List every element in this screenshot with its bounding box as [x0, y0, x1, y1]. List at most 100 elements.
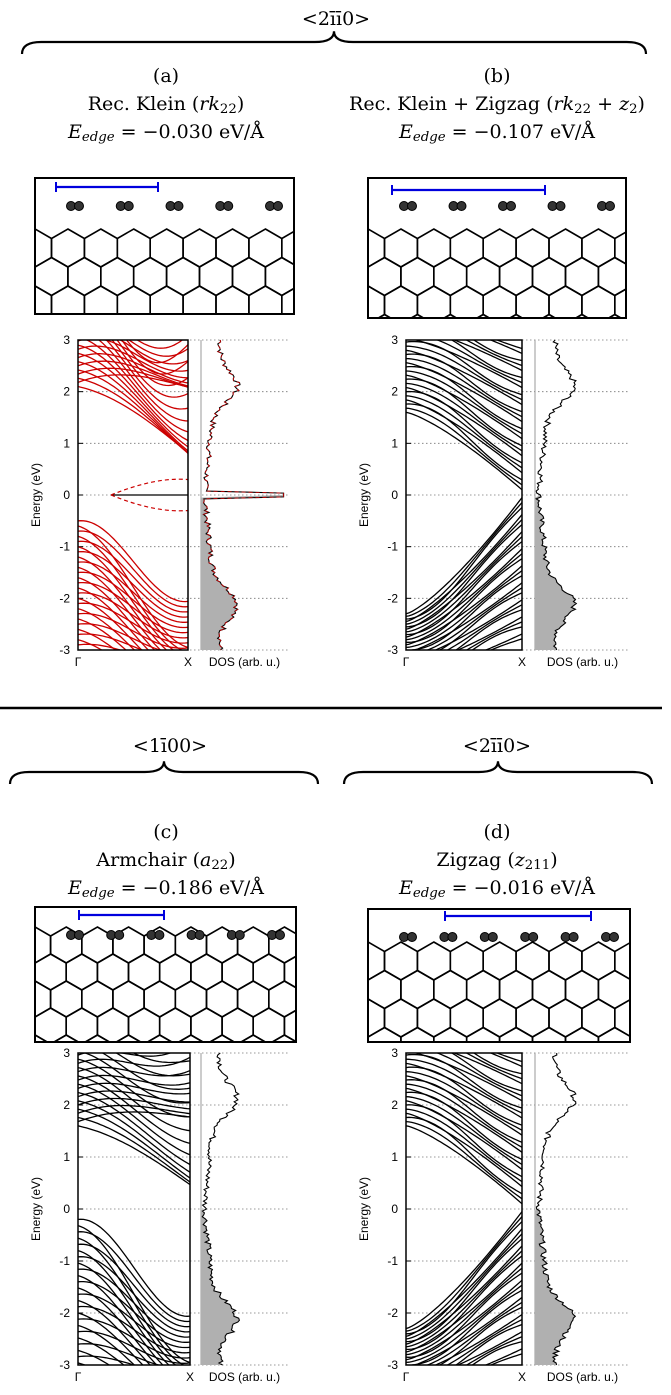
y-tick-label: -2 [387, 591, 398, 605]
band-plot: 3210-1-2-3Energy (eV)Γ X DOS (arb. u.) [357, 1022, 630, 1394]
hexagon [222, 1062, 253, 1098]
band-plot: 3210-1-2-3Energy (eV)Γ X DOS (arb. u.) [29, 270, 288, 709]
y-tick-label: -3 [387, 643, 398, 657]
y-axis-label: Energy (eV) [29, 463, 43, 527]
dos-axis-label: DOS (arb. u.) [209, 655, 280, 669]
panel-d: (d)Zigzag (z211)Eedge = −0.016 eV/Å3210-… [319, 821, 671, 1394]
hexagon [316, 954, 347, 990]
hexagon [347, 1062, 378, 1098]
hexagon [4, 954, 35, 990]
hexagon [0, 927, 19, 963]
band-plot: 3210-1-2-3Energy (eV)Γ X DOS (arb. u.) [29, 988, 288, 1395]
text-part: Rec. Klein ( [88, 93, 200, 115]
hexagon [352, 343, 385, 381]
text-part: ) [228, 849, 235, 871]
hexagon [2, 258, 35, 296]
hexagon [352, 1056, 385, 1094]
band-plot: 3210-1-2-3Energy (eV)Γ X DOS (arb. u.) [357, 309, 630, 679]
x-tick-label-gamma: Γ [403, 655, 410, 669]
hexagon [598, 315, 631, 353]
conduction-band [78, 1126, 190, 1185]
edge-energy: Eedge = −0.186 eV/Å [67, 877, 264, 901]
hexagon [4, 1008, 35, 1044]
hexagon [648, 999, 671, 1037]
hexagon [300, 981, 331, 1017]
dos-plot: DOS (arb. u.) [201, 1053, 280, 1384]
hexagon [648, 942, 671, 980]
edge-atom [448, 933, 457, 942]
panel-c: (c) Armchair (a22) Eedge = −0.186 eV/Å 3 2 1 0… [0, 821, 471, 1395]
valence-band [78, 1313, 190, 1395]
y-tick-label: -1 [387, 540, 398, 554]
edge-atom [457, 202, 466, 211]
hexagon [533, 1085, 566, 1123]
text-part: = −0.107 eV/Å [446, 121, 596, 143]
text-part: Zigzag ( [436, 849, 514, 871]
dos-filled-area [201, 495, 284, 650]
y-tick-label: 0 [391, 488, 398, 502]
subscript: 22 [574, 102, 591, 117]
structure-frame [368, 178, 626, 318]
conduction-band [78, 1076, 190, 1144]
hexagon [648, 343, 671, 381]
spin-band [111, 479, 188, 495]
conduction-band [406, 1101, 522, 1170]
hexagon [19, 343, 52, 381]
panel-title: Rec. Klein (rk22) [88, 93, 245, 117]
y-axis-label: Energy (eV) [357, 1177, 371, 1241]
conduction-band [78, 337, 188, 432]
y-tick-label: 1 [63, 436, 70, 450]
hexagon [0, 981, 19, 1017]
valence-band [406, 1222, 522, 1334]
band-lines [406, 1022, 522, 1394]
hexagon [265, 315, 298, 353]
hexagon [335, 1085, 368, 1123]
structure-frame [35, 178, 294, 314]
y-tick-label: 2 [391, 1098, 398, 1112]
edge-atom [556, 202, 565, 211]
hexagon [631, 258, 664, 296]
valence-band [78, 1363, 190, 1395]
hexagon [664, 258, 671, 296]
italic-text: rk [554, 93, 575, 115]
valence-band [78, 598, 188, 683]
y-tick-label: 2 [63, 385, 70, 399]
hexagon [335, 1028, 368, 1066]
conduction-band [78, 1099, 190, 1109]
subscript: edge [413, 886, 446, 901]
y-tick-label: 0 [63, 1202, 70, 1216]
text-part: ) [638, 93, 645, 115]
panel-label: (c) [153, 821, 178, 843]
brace-c [10, 761, 318, 784]
hexagon [648, 286, 671, 324]
valence-band [78, 1244, 190, 1327]
hexagon [253, 1062, 284, 1098]
hexagon [615, 343, 648, 381]
dos-filled-area [535, 495, 576, 650]
hexagon [319, 286, 352, 324]
conduction-band [78, 320, 188, 409]
subscript: edge [82, 130, 115, 145]
hexagon [0, 229, 19, 267]
panel-title: Armchair (a22) [95, 849, 235, 873]
valence-band [78, 1368, 190, 1379]
edge-atom [75, 202, 84, 211]
y-axis-label: Energy (eV) [29, 1177, 43, 1241]
hexagon [216, 343, 249, 381]
x-tick-label-x: X [184, 655, 192, 669]
conduction-band [78, 1093, 190, 1165]
hexagon [298, 258, 331, 296]
brace-top [22, 31, 646, 54]
y-tick-label: 1 [63, 1150, 70, 1164]
structure-frame [35, 907, 296, 1042]
y-tick-label: 3 [63, 1046, 70, 1060]
text-part: ) [237, 93, 244, 115]
edge-atom [606, 202, 615, 211]
hexagon [335, 372, 368, 410]
hexagon [582, 343, 615, 381]
edge-atom [155, 931, 164, 940]
hexagon [191, 1062, 222, 1098]
hexagon [648, 229, 671, 267]
hexagon [664, 315, 671, 353]
